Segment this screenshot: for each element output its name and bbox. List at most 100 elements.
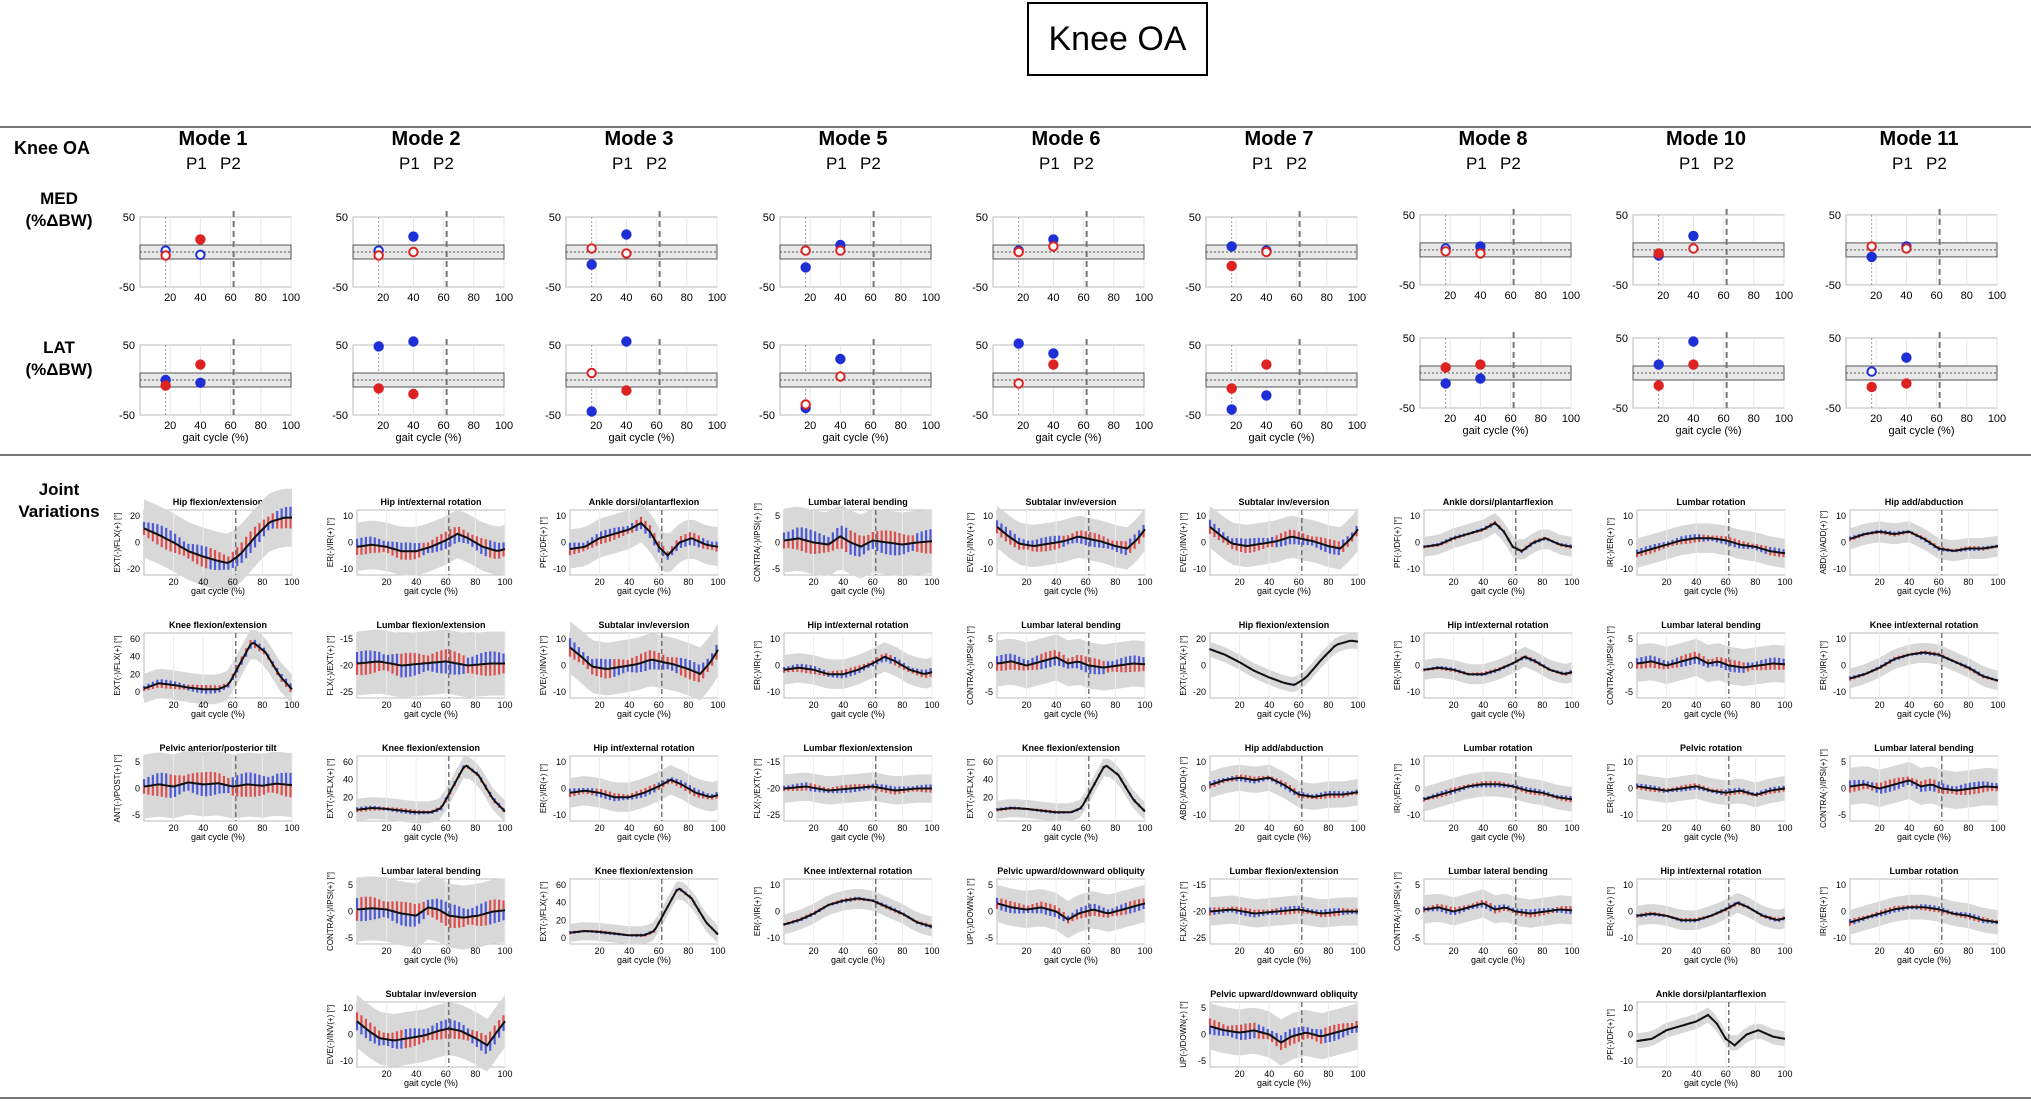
x-tick-label: 100 [282,292,300,304]
x-axis-label: gait cycle (%) [1257,832,1311,842]
x-tick-label: 100 [1564,823,1579,833]
x-tick-label: 80 [470,700,480,710]
joint-plot-title: Lumbar lateral bending [1661,620,1761,630]
y-axis-label: UP(-)/DOWN(+) [°] [1179,1001,1188,1068]
y-tick-label: -10 [980,564,993,574]
y-tick-label: -10 [767,933,780,943]
y-tick-label: 5 [1415,880,1420,890]
med-force-plot: 50 -50 20 40 60 80 100 [759,211,940,304]
mean-curve [1423,783,1573,801]
blue-point-p1 [1226,404,1237,415]
mean-curve [996,656,1146,669]
x-tick-label: 100 [1777,823,1792,833]
variability-band [1210,505,1358,570]
y-tick-label: 50 [763,212,775,224]
y-tick-label: -50 [119,282,135,294]
x-tick-label: 100 [1137,946,1152,956]
y-tick-label: -50 [972,282,988,294]
phase-label-p1: P1 [399,154,420,173]
y-tick-label: 10 [1196,757,1206,767]
y-tick-label: 50 [123,340,135,352]
phase-label-p1: P1 [1039,154,1060,173]
red-point-p1 [1866,381,1877,393]
red-point-p2 [1048,241,1059,252]
y-tick-label: 0 [1841,907,1846,917]
y-tick-label: 10 [1623,1003,1633,1013]
x-tick-label: 60 [1508,700,1518,710]
x-axis-label: gait cycle (%) [404,1078,458,1088]
y-axis-label: PF(-)/DF(+) [°] [1393,517,1402,568]
x-axis-label: gait cycle (%) [1248,432,1314,444]
y-tick-label: -50 [1399,403,1415,415]
red-point-p1 [800,399,811,410]
x-tick-label: 100 [1777,700,1792,710]
y-tick-label: 0 [1415,661,1420,671]
joint-plot: Knee flexion/extension 60 40 20 0 20 40 60 80 100… [966,743,1153,842]
x-axis-label: gait cycle (%) [617,832,671,842]
y-tick-label: 0 [1201,1030,1206,1040]
y-tick-label: 10 [1410,757,1420,767]
joint-plot-title: Lumbar flexion/extension [803,743,912,753]
mean-curve [569,521,719,557]
y-axis-label: EVE(-)/INV(+) [°] [539,636,548,695]
variability-band [144,750,292,819]
joint-plot-title: Hip add/abduction [1245,743,1324,753]
red-point-p2 [621,385,632,396]
y-tick-label: 40 [556,898,566,908]
x-tick-label: 60 [1508,823,1518,833]
x-tick-label: 40 [1051,577,1061,587]
x-tick-label: 20 [1235,1069,1245,1079]
x-tick-label: 80 [1535,290,1547,302]
phase-label-p2: P2 [1713,154,1734,173]
x-tick-label: 60 [1081,577,1091,587]
joint-plot: Lumbar lateral bending 5 0 -5 20 40 60 80 100 gai… [753,497,940,596]
joint-plot-title: Lumbar lateral bending [381,866,481,876]
joint-plot-title: Pelvic rotation [1680,743,1742,753]
x-axis-label: gait cycle (%) [1897,586,1951,596]
mean-curve [143,516,292,564]
y-tick-label: 50 [549,340,561,352]
mode-title: Mode 1 [178,128,248,150]
variability-band [1424,513,1572,560]
y-tick-label: 0 [561,784,566,794]
blue-point-p2 [1901,352,1912,363]
joint-plot: Knee flexion/extension 60 40 20 0 20 40 60 80 100… [539,866,726,965]
x-tick-label: 80 [1323,946,1333,956]
mean-curve [1636,1013,1786,1047]
variability-band [1210,1003,1358,1066]
x-tick-label: 100 [710,823,725,833]
y-axis-label: ANT(-)/POST(+) [°] [113,755,122,823]
y-tick-label: 10 [1196,511,1206,521]
x-tick-label: 20 [164,292,176,304]
joint-plot: Knee flexion/extension 60 40 20 0 20 40 60 80 100… [326,743,513,842]
blue-point-p1 [1226,241,1237,252]
x-tick-label: 20 [804,292,816,304]
y-tick-label: 0 [988,810,993,820]
y-axis-label: CONTRA(-)/IPSI(+) [°] [1819,749,1828,828]
x-tick-label: 40 [1264,1069,1274,1079]
x-tick-label: 80 [1963,700,1973,710]
variability-band [570,503,718,573]
y-tick-label: -50 [1399,280,1415,292]
y-tick-label: 5 [988,634,993,644]
y-tick-label: -10 [553,564,566,574]
y-tick-label: -50 [759,282,775,294]
y-tick-label: 0 [1201,661,1206,671]
x-tick-label: 40 [834,292,846,304]
x-tick-label: 20 [1449,700,1459,710]
y-tick-label: 50 [1616,333,1628,345]
red-point-p2 [1901,378,1912,389]
red-point-p1 [586,367,597,379]
mean-curve [569,887,719,937]
x-tick-label: 80 [257,700,267,710]
x-tick-label: 40 [620,292,632,304]
x-tick-label: 20 [382,700,392,710]
x-tick-label: 20 [1230,420,1242,432]
mode-title: Mode 10 [1665,128,1747,150]
variability-band [784,642,932,689]
x-tick-label: 40 [1904,946,1914,956]
y-tick-label: -5 [132,810,140,820]
